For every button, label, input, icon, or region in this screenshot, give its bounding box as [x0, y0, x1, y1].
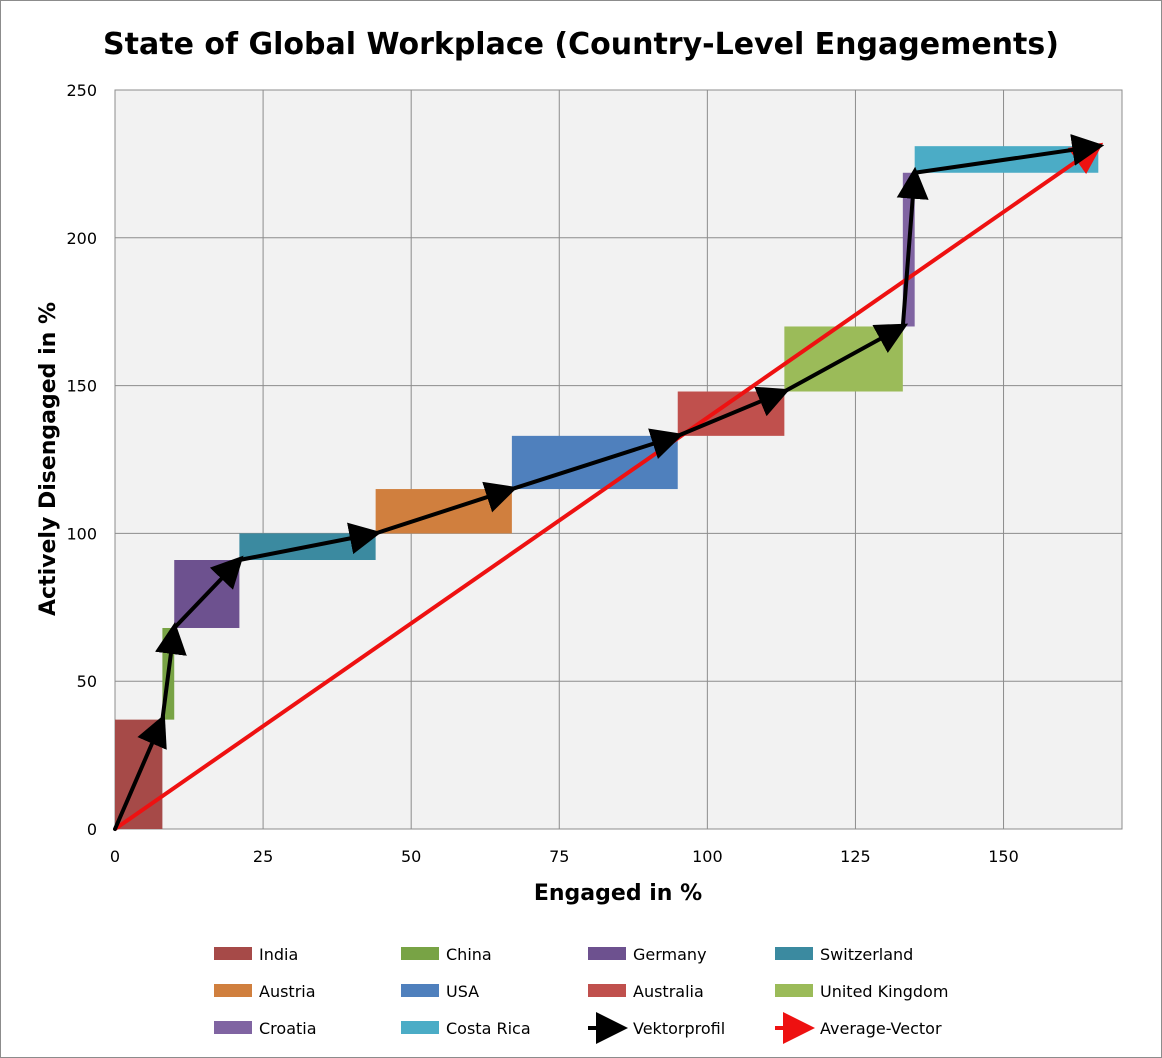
legend-swatch — [214, 1021, 252, 1034]
legend-item-china: China — [401, 945, 492, 964]
legend-label: Germany — [633, 945, 707, 964]
x-tick-label: 25 — [253, 847, 273, 866]
average-vector-series — [113, 142, 1104, 831]
legend-item-germany: Germany — [588, 945, 707, 964]
vektorprofil-segment-usa — [509, 428, 684, 492]
y-tick-label: 200 — [66, 229, 97, 248]
vektorprofil-segment-switzerland — [237, 522, 382, 563]
legend-item-india: India — [214, 945, 298, 964]
y-tick-label: 50 — [77, 672, 97, 691]
y-tick-label: 100 — [66, 524, 97, 543]
x-tick-label: 150 — [988, 847, 1019, 866]
legend-item-australia: Australia — [588, 982, 704, 1001]
legend-swatch — [775, 947, 813, 960]
axis-ticks: 0 25 50 75 100 125 150 0 50 100 150 200 250 — [66, 81, 1018, 866]
legend-label: China — [446, 945, 492, 964]
legend-item-costa-rica: Costa Rica — [401, 1019, 531, 1038]
legend-swatch — [588, 947, 626, 960]
vektorprofil-series — [113, 134, 1105, 831]
average-vector-arrow — [113, 142, 1104, 831]
legend-label: Switzerland — [820, 945, 913, 964]
vektorprofil-segment-croatia — [896, 166, 929, 329]
legend-item-vektorprofil: Vektorprofil — [588, 1012, 725, 1044]
legend-label: Vektorprofil — [633, 1019, 725, 1038]
y-axis-title: Actively Disengaged in % — [36, 302, 61, 616]
legend-item-croatia: Croatia — [214, 1019, 317, 1038]
x-tick-label: 100 — [692, 847, 723, 866]
legend-swatch — [401, 984, 439, 997]
legend-swatch — [775, 984, 813, 997]
legend-swatch — [214, 984, 252, 997]
x-tick-label: 50 — [401, 847, 421, 866]
y-tick-label: 150 — [66, 377, 97, 396]
vektorprofil-segment-united-kingdom — [782, 323, 909, 394]
legend-label: Croatia — [259, 1019, 317, 1038]
legend: India China Germany Switzerland Austria USA Au… — [214, 945, 948, 1044]
legend-item-switzerland: Switzerland — [775, 945, 913, 964]
legend-swatch — [214, 947, 252, 960]
legend-item-usa: USA — [401, 982, 479, 1001]
legend-swatch — [588, 984, 626, 997]
legend-label: United Kingdom — [820, 982, 948, 1001]
legend-label: Costa Rica — [446, 1019, 531, 1038]
vektorprofil-segment-germany — [172, 555, 244, 630]
x-tick-label: 0 — [110, 847, 120, 866]
vektorprofil-segment-australia — [675, 386, 790, 438]
x-tick-label: 75 — [549, 847, 569, 866]
chart-title: State of Global Workplace (Country-Level… — [103, 27, 1059, 62]
legend-label: Austria — [259, 982, 316, 1001]
legend-label: USA — [446, 982, 479, 1001]
legend-item-united-kingdom: United Kingdom — [775, 982, 948, 1001]
x-axis-title: Engaged in % — [534, 881, 702, 906]
y-tick-label: 0 — [87, 820, 97, 839]
legend-swatch — [401, 1021, 439, 1034]
vektorprofil-segment-china — [155, 622, 187, 722]
legend-swatch — [401, 947, 439, 960]
x-tick-label: 125 — [840, 847, 871, 866]
y-tick-label: 250 — [66, 81, 97, 100]
vektorprofil-segment-costa-rica — [912, 134, 1105, 175]
legend-item-average-vector: Average-Vector — [775, 1012, 942, 1044]
vektorprofil-segment-austria — [373, 481, 518, 536]
legend-label: Australia — [633, 982, 704, 1001]
legend-item-austria: Austria — [214, 982, 316, 1001]
legend-label: India — [259, 945, 298, 964]
legend-label: Average-Vector — [820, 1019, 942, 1038]
vektorprofil-segment-india — [113, 714, 167, 831]
